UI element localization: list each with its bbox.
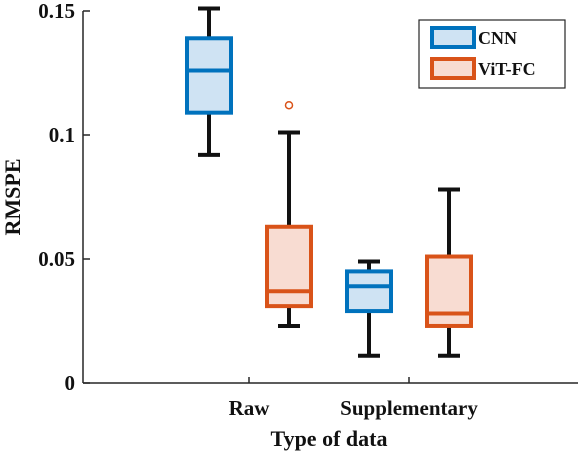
x-tick-label: Supplementary	[340, 396, 478, 420]
x-axis-label: Type of data	[271, 426, 388, 451]
box-iqr	[185, 36, 233, 115]
box-cnn-supplementary	[345, 259, 393, 358]
y-tick-label: 0.05	[38, 247, 75, 271]
x-ticks: Raw Supplementary	[229, 377, 478, 420]
y-axis-label: RMSPE	[0, 159, 25, 236]
legend-swatch	[430, 57, 476, 80]
legend: CNN ViT-FC	[418, 19, 566, 89]
x-tick-label: Raw	[229, 396, 271, 420]
box-iqr	[345, 269, 393, 314]
legend-swatch	[430, 26, 476, 49]
box-vit-fc-supplementary	[425, 187, 473, 358]
box-vit-fc-raw	[265, 100, 313, 328]
box-iqr	[265, 224, 313, 309]
plot-area	[185, 6, 473, 358]
axes	[82, 11, 578, 384]
box-cnn-raw	[185, 6, 233, 157]
y-tick-label: 0.15	[38, 0, 75, 23]
y-tick-label: 0.1	[49, 123, 75, 147]
outlier-point	[284, 100, 294, 110]
y-ticks: 0 0.05 0.1 0.15	[38, 0, 90, 395]
legend-label: CNN	[478, 28, 517, 48]
y-tick-label: 0	[65, 371, 76, 395]
legend-label: ViT-FC	[478, 59, 536, 79]
